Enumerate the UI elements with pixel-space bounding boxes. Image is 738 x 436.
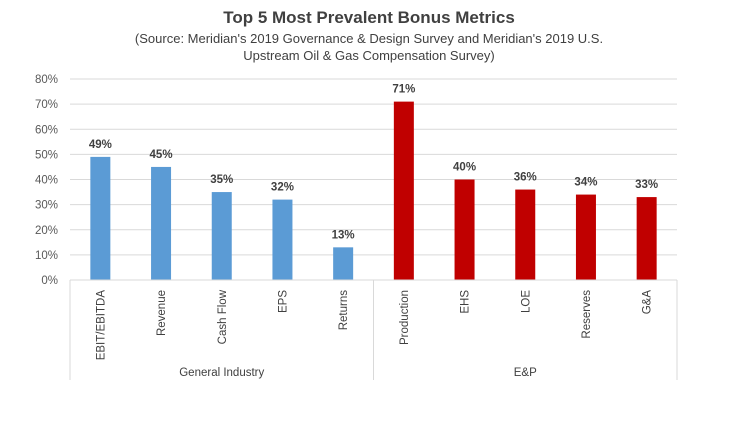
y-tick-label: 80% <box>35 74 58 86</box>
data-label: 35% <box>210 174 233 186</box>
x-tick-label: Revenue <box>156 290 168 336</box>
bar <box>454 179 475 280</box>
data-label: 34% <box>574 177 597 189</box>
x-tick-label: G&A <box>642 290 654 315</box>
y-tick-label: 70% <box>35 99 58 111</box>
data-label: 45% <box>150 149 173 161</box>
chart-subtitle-line-1: (Source: Meridian's 2019 Governance & De… <box>135 31 603 46</box>
chart-title: Top 5 Most Prevalent Bonus Metrics <box>223 8 515 27</box>
data-label: 71% <box>392 84 415 96</box>
x-tick-label: EHS <box>460 290 472 314</box>
y-tick-label: 50% <box>35 149 58 161</box>
y-tick-label: 60% <box>35 124 58 136</box>
y-tick-label: 40% <box>35 175 58 187</box>
y-tick-label: 20% <box>35 225 58 237</box>
x-tick-label: EPS <box>277 290 289 313</box>
x-tick-label: Cash Flow <box>217 289 229 344</box>
x-tick-label: EBIT/EBITDA <box>95 290 107 361</box>
x-tick-label: LOE <box>520 290 532 313</box>
y-tick-label: 30% <box>35 200 58 212</box>
data-label: 36% <box>514 172 537 184</box>
data-label: 13% <box>332 229 355 241</box>
bar <box>272 199 293 280</box>
bar <box>333 247 354 280</box>
bar <box>636 197 657 280</box>
bar <box>515 189 536 280</box>
chart-subtitle-line-2: Upstream Oil & Gas Compensation Survey) <box>243 48 494 63</box>
data-label: 32% <box>271 182 294 194</box>
x-tick-label: Returns <box>338 290 350 331</box>
bar <box>151 166 172 280</box>
x-tick-label: Reserves <box>581 290 593 339</box>
data-label: 49% <box>89 139 112 151</box>
y-tick-label: 10% <box>35 250 58 262</box>
bar <box>90 156 111 280</box>
group-label: General Industry <box>179 367 264 379</box>
data-label: 33% <box>635 179 658 191</box>
bar <box>211 192 232 280</box>
bar <box>575 194 596 280</box>
y-tick-label: 0% <box>41 275 58 287</box>
bar <box>393 101 414 280</box>
group-label: E&P <box>514 367 537 379</box>
data-label: 40% <box>453 162 476 174</box>
x-tick-label: Production <box>399 290 411 345</box>
